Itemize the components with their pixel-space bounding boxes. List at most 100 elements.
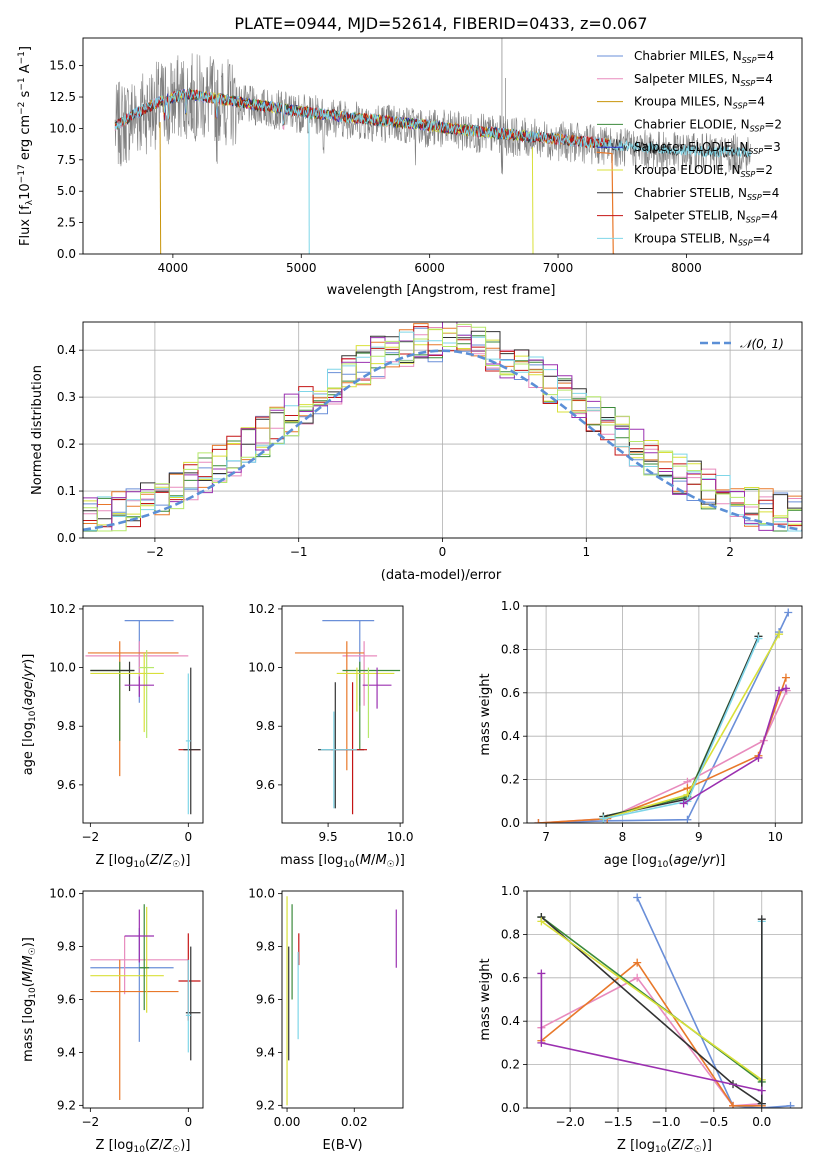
y-tick-label: 0.0 [57,247,76,261]
y-axis-label-part: 10 [28,710,38,722]
y-axis-label-part: mass [log [21,999,36,1062]
legend-entry-part: =4 [747,95,765,109]
y-axis-label-part: ] [18,46,33,51]
weight-marker [683,816,691,824]
x-tick-label: 2 [726,545,734,559]
weight-vs-age-plot-area [534,609,792,827]
weight-series [537,969,765,1094]
weight-marker [787,1102,795,1110]
y-tick-label: 9.6 [256,778,275,792]
y-axis-label-part: −17 [17,164,27,183]
errorbar-point [90,960,178,1100]
x-axis-label-part: age [log [604,853,657,868]
axes-frame [83,891,203,1108]
legend-entry-part: =2 [755,163,773,177]
errorbar-point [343,662,401,750]
x-tick-label: −1.0 [651,1115,680,1129]
figure-title: PLATE=0944, MJD=52614, FIBERID=0433, z=0… [234,14,647,33]
errorbar-point [85,641,188,691]
y-axis-label-part: A [18,64,33,77]
x-tick-label: 9 [695,830,703,844]
errorbar-point [331,682,367,814]
y-tick-label: 10.2 [248,602,275,616]
mass-vs-Z-plot-area [90,904,200,1100]
y-tick-label: 10.0 [248,661,275,675]
x-tick-label: 10.0 [387,830,414,844]
x-axis-label-part: ☉ [694,1145,702,1155]
legend-entry: Chabrier ELODIE, NSSP=2 [634,117,782,133]
y-axis-label-part: age [21,681,36,705]
legend-entry: Kroupa MILES, NSSP=4 [634,95,765,111]
y-tick-label: 15.0 [49,59,76,73]
x-tick-label: 0.02 [341,1115,368,1129]
legend-entry-part: Salpeter MILES, N [634,72,741,86]
axes-frame [282,891,403,1108]
weight-series [534,609,792,827]
weight-line [541,978,761,1106]
x-tick-label: 0.0 [752,1115,771,1129]
errorbar-point [337,668,395,712]
y-tick-label: 1.0 [501,599,520,613]
x-axis-label: Z [log10(Z/Z☉)] [96,1138,191,1155]
y-tick-label: 9.2 [256,1098,275,1112]
x-axis-label-part: )] [715,853,725,868]
y-tick-label: 0.3 [57,390,76,404]
x-tick-label: −1 [290,545,308,559]
legend-entry-part: SSP [746,216,761,225]
legend-entry-part: Chabrier MILES, N [634,49,742,63]
legend-entry-part: SSP [741,79,756,88]
x-tick-label: −2 [81,1115,99,1129]
x-axis-label: wavelength [Angstrom, rest frame] [327,283,556,298]
x-axis-label-part: Z [log [96,853,134,868]
legend-entry-part: Kroupa MILES, N [634,95,733,109]
axes-frame [282,606,403,823]
y-tick-label: 9.8 [256,940,275,954]
mass-vs-EBV-plot-area [287,896,396,1105]
legend-entry-part: Kroupa ELODIE, N [634,163,741,177]
y-tick-label: 12.5 [49,90,76,104]
x-tick-label: −0.5 [699,1115,728,1129]
y-axis-label-part: M [21,971,36,982]
y-tick-label: 10.2 [49,602,76,616]
x-axis-label: E(B-V) [322,1138,362,1153]
legend-entry: Chabrier STELIB, NSSP=4 [634,186,779,202]
x-axis-label-part: 10 [657,860,669,870]
model-spectrum-edge [160,122,161,254]
y-tick-label: 9.6 [57,993,76,1007]
errorbar-point [179,933,201,1020]
y-tick-label: 0.0 [501,816,520,830]
y-tick-label: 10.0 [49,887,76,901]
legend-entry-part: Chabrier STELIB, N [634,186,747,200]
y-tick-label: 1.0 [501,884,520,898]
y-tick-label: 9.8 [256,719,275,733]
weight-series [537,959,765,1110]
errorbar-point [322,621,374,706]
x-axis-label-part: )] [180,1138,190,1153]
y-axis-label-part: )] [21,654,36,664]
x-tick-label: 8000 [671,261,702,275]
x-tick-label: 0 [439,545,447,559]
age-vs-Z-plot-area [85,621,200,815]
legend-entry: 𝒩(0, 1) [740,337,784,351]
weight-series [758,915,766,1107]
weight-marker [537,969,545,977]
y-tick-label: 9.4 [57,1045,76,1059]
legend-entry: Salpeter MILES, NSSP=4 [634,72,773,88]
y-axis-label: mass weight [478,958,493,1040]
x-axis-label-part: 10 [133,860,145,870]
x-axis-label-part: ☉ [172,860,180,870]
x-axis-label-part: M [360,853,371,868]
weight-line [541,917,761,1082]
weight-series [680,684,790,807]
x-tick-label: 0.00 [274,1115,301,1129]
x-tick-label: 6000 [414,261,445,275]
x-axis-label-part: age [673,853,697,868]
legend-entry: Chabrier MILES, NSSP=4 [634,49,774,65]
legend-entry-part: SSP [733,102,748,111]
x-tick-label: 4000 [158,261,189,275]
errorbar-point [186,960,191,1053]
legend-entry-part: SSP [747,193,762,202]
legend-entry-part: =4 [760,209,778,223]
y-tick-label: 0.0 [57,531,76,545]
